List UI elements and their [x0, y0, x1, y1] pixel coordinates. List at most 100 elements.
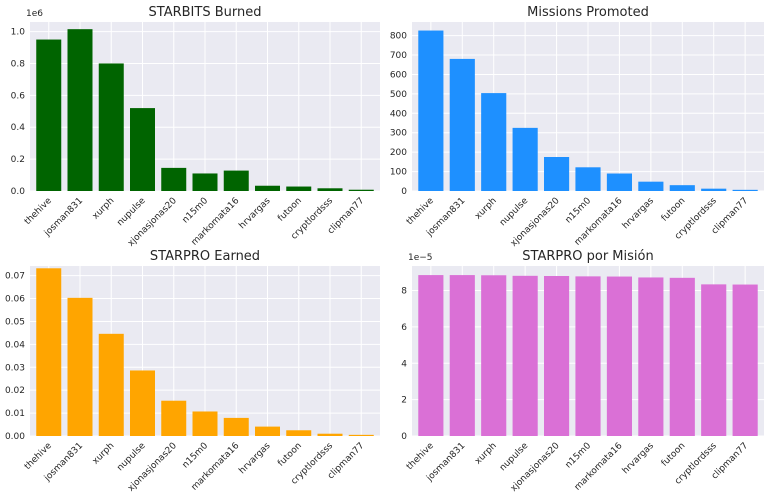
y-tick-label: 0.07	[5, 272, 25, 282]
bar-josman831	[449, 275, 475, 436]
bar-hrvargas	[638, 277, 664, 436]
y-tick-label: 600	[390, 70, 407, 80]
chart-title: STARPRO Earned	[150, 249, 260, 264]
x-tick-label: hrvargas	[621, 441, 656, 476]
y-tick-label: 300	[390, 129, 407, 139]
y-tick-label: 0.4	[11, 123, 26, 133]
y-tick-label: 0	[401, 432, 407, 442]
chart-title: STARBITS Burned	[149, 5, 262, 20]
bar-n15m0	[192, 411, 218, 436]
x-tick-label: thehive	[405, 196, 436, 227]
subplot-3: 0.000.010.020.030.040.050.060.07thehivej…	[5, 249, 380, 492]
bar-clipman77	[732, 284, 758, 436]
bar-markomata16	[223, 417, 249, 436]
x-tick-label: hrvargas	[237, 441, 272, 476]
bar-hrvargas	[255, 426, 280, 436]
bar-hrvargas	[255, 185, 280, 191]
x-tick-label: hrvargas	[237, 196, 272, 231]
bar-n15m0	[575, 167, 601, 191]
bar-clipman77	[348, 189, 374, 191]
bar-xurph	[98, 333, 124, 436]
x-tick-label: n15m0	[564, 441, 594, 471]
bar-markomata16	[606, 173, 632, 191]
bar-josman831	[67, 297, 93, 436]
y-tick-label: 6	[401, 323, 407, 333]
x-tick-label: n15m0	[181, 441, 211, 471]
bar-futoon	[669, 185, 695, 191]
y-tick-label: 200	[390, 148, 407, 158]
y-tick-label: 4	[401, 359, 407, 369]
y-tick-label: 800	[390, 32, 407, 42]
x-tick-label: xurph	[473, 441, 499, 467]
x-tick-label: thehive	[23, 441, 54, 472]
y-tick-label: 0.04	[5, 340, 25, 350]
x-tick-label: xurph	[91, 441, 117, 467]
x-tick-label: futoon	[276, 441, 304, 469]
bar-markomata16	[223, 170, 249, 191]
y-tick-label: 700	[390, 51, 407, 61]
x-tick-label: nupulse	[498, 196, 531, 229]
y-tick-label: 0.8	[11, 59, 26, 69]
y-tick-label: 0.00	[5, 432, 25, 442]
bar-cryptlordsss	[317, 188, 343, 191]
y-tick-label: 8	[401, 287, 407, 297]
bar-thehive	[418, 275, 444, 436]
bar-clipman77	[348, 434, 374, 436]
x-tick-label: nupulse	[115, 441, 148, 474]
x-tick-label: thehive	[23, 196, 54, 227]
x-tick-label: nupulse	[115, 196, 148, 229]
x-tick-label: nupulse	[498, 441, 531, 474]
subplot-2: 0100200300400500600700800thehivejosman83…	[390, 5, 764, 249]
y-tick-label: 0.02	[5, 386, 25, 396]
bar-xurph	[481, 275, 507, 436]
bar-n15m0	[575, 276, 601, 436]
bar-cryptlordsss	[701, 284, 727, 436]
x-tick-label: futoon	[276, 196, 304, 224]
axis-offset-label: 1e−5	[408, 253, 433, 263]
bar-futoon	[669, 277, 695, 436]
bar-xjonasjonas20	[544, 276, 570, 436]
bar-markomata16	[606, 276, 632, 436]
y-tick-label: 400	[390, 109, 407, 119]
y-tick-label: 500	[390, 90, 407, 100]
x-tick-label: futoon	[660, 441, 688, 469]
bar-nupulse	[512, 275, 538, 436]
bar-futoon	[286, 186, 312, 191]
y-tick-label: 0.0	[11, 187, 26, 197]
bar-nupulse	[512, 127, 538, 191]
y-tick-label: 0.01	[5, 409, 25, 419]
x-tick-label: futoon	[660, 196, 688, 224]
bar-nupulse	[130, 370, 155, 436]
x-tick-label: xurph	[91, 196, 117, 222]
y-tick-label: 0	[401, 187, 407, 197]
x-tick-label: xurph	[473, 196, 499, 222]
bar-cryptlordsss	[317, 433, 343, 436]
bar-clipman77	[732, 189, 758, 191]
y-tick-label: 0.06	[5, 295, 25, 305]
bar-thehive	[36, 39, 62, 191]
bar-cryptlordsss	[701, 188, 727, 191]
y-tick-label: 0.6	[11, 91, 26, 101]
bar-josman831	[67, 29, 93, 191]
x-tick-label: n15m0	[564, 196, 594, 226]
bar-thehive	[418, 30, 444, 192]
x-tick-label: n15m0	[181, 196, 211, 226]
bar-futoon	[286, 430, 312, 436]
y-tick-label: 2	[401, 396, 407, 406]
bar-xurph	[98, 63, 124, 191]
axis-offset-label: 1e6	[26, 9, 43, 19]
bar-xjonasjonas20	[544, 157, 570, 191]
chart-title: Missions Promoted	[527, 5, 649, 20]
x-tick-label: hrvargas	[621, 196, 656, 231]
bar-hrvargas	[638, 181, 664, 191]
bar-nupulse	[130, 108, 155, 191]
x-tick-label: thehive	[405, 441, 436, 472]
bar-n15m0	[192, 173, 218, 191]
y-tick-label: 0.2	[11, 155, 25, 165]
y-tick-label: 100	[390, 168, 407, 178]
y-tick-label: 0.05	[5, 317, 25, 327]
y-tick-label: 0.03	[5, 363, 25, 373]
